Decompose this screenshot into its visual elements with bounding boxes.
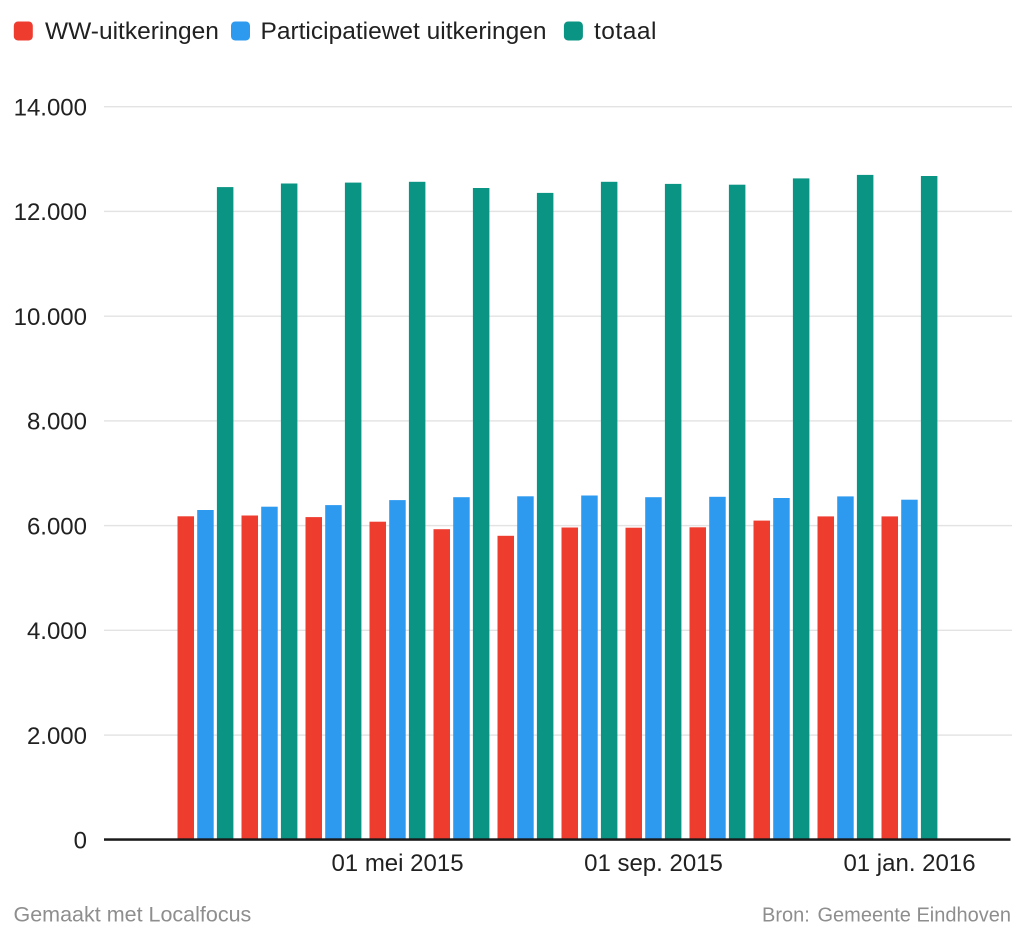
svg-text:8.000: 8.000 [27,409,87,436]
svg-text:Gemaakt met Localfocus: Gemaakt met Localfocus [14,902,252,926]
svg-text:4.000: 4.000 [27,618,87,645]
svg-text:WW-uitkeringen: WW-uitkeringen [45,18,219,45]
svg-text:01 jan. 2016: 01 jan. 2016 [843,850,975,877]
svg-text:0: 0 [74,828,87,855]
svg-text:14.000: 14.000 [14,95,87,122]
svg-text:totaal: totaal [594,18,657,45]
svg-text:01 sep. 2015: 01 sep. 2015 [584,850,723,877]
svg-text:2.000: 2.000 [27,723,87,750]
svg-text:6.000: 6.000 [27,513,87,540]
svg-text:01 mei 2015: 01 mei 2015 [331,850,463,877]
svg-text:Bron:: Bron: [762,904,810,926]
svg-text:10.000: 10.000 [14,304,87,331]
svg-text:Gemeente Eindhoven: Gemeente Eindhoven [818,904,1011,926]
svg-text:12.000: 12.000 [14,199,87,226]
svg-text:Participatiewet uitkeringen: Participatiewet uitkeringen [261,18,547,45]
